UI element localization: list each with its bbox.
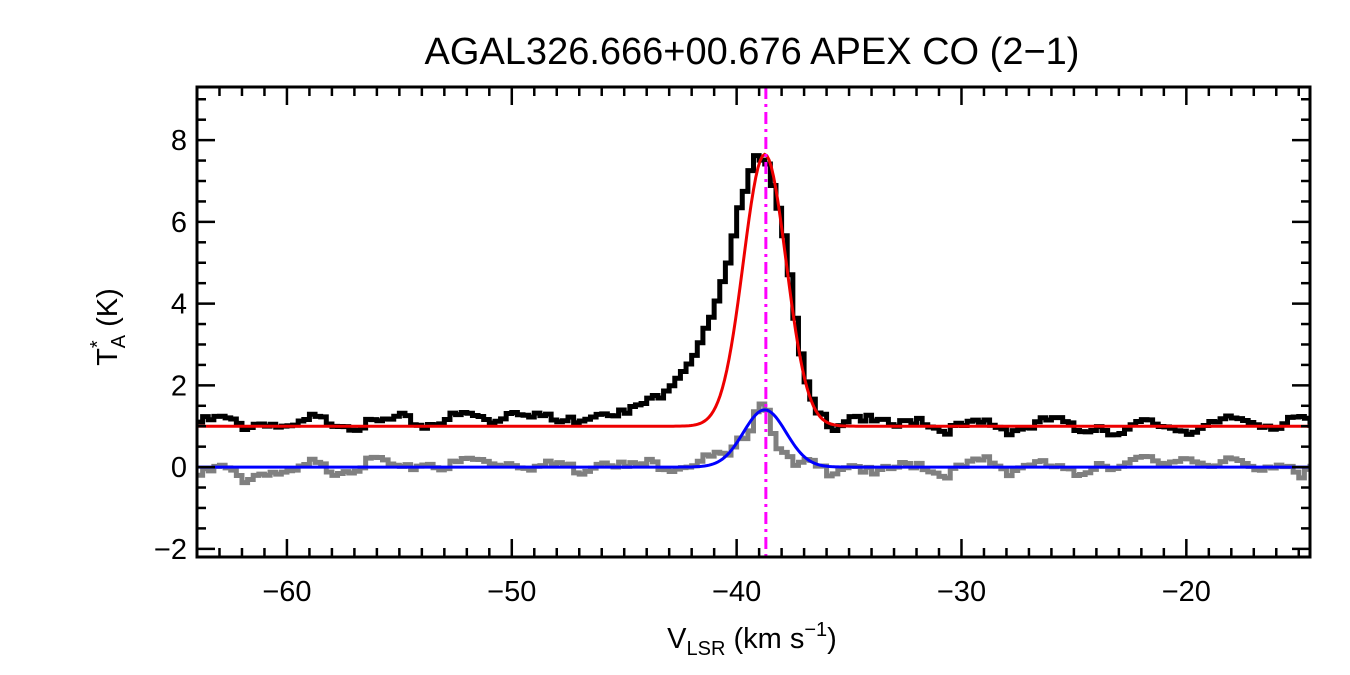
x-axis-symbol: V — [667, 623, 687, 655]
y-tick-label: 4 — [171, 289, 187, 321]
y-axis-symbol: T — [92, 348, 124, 366]
x-axis-unit-prefix: (km s — [725, 623, 804, 655]
y-tick-labels: −2 0 2 4 6 8 — [154, 125, 187, 566]
x-tick-label: −30 — [937, 576, 986, 608]
plot-frame — [195, 85, 1312, 559]
y-axis-title: T*A (K) — [87, 288, 130, 366]
x-tick-label: −40 — [712, 576, 761, 608]
y-axis-superscript: * — [87, 340, 109, 348]
y-tick-label: −2 — [154, 534, 187, 566]
y-axis-unit: (K) — [92, 288, 124, 335]
x-tick-labels: −60 −50 −40 −30 −20 — [262, 576, 1211, 608]
gaussian-component-line — [197, 408, 1310, 469]
x-axis-subscript: LSR — [687, 638, 726, 660]
y-tick-label: 8 — [171, 125, 187, 157]
x-tick-label: −20 — [1162, 576, 1211, 608]
series-layer — [197, 152, 1310, 486]
y-tick-label: 6 — [171, 207, 187, 239]
y-axis-subscript: A — [108, 334, 130, 348]
residual-spectrum-line — [197, 401, 1310, 486]
x-tick-label: −50 — [487, 576, 536, 608]
observed-spectrum-line — [197, 153, 1310, 438]
x-axis-unit-suffix: ) — [827, 623, 837, 655]
x-tick-label: −60 — [262, 576, 311, 608]
chart-title: AGAL326.666+00.676 APEX CO (2−1) — [425, 31, 1080, 73]
y-tick-label: 0 — [171, 452, 187, 484]
gaussian-fit-line — [197, 152, 1310, 428]
x-axis-unit-exponent: −1 — [804, 619, 827, 641]
x-axis-title: VLSR (km s−1) — [667, 619, 837, 660]
y-tick-label: 2 — [171, 370, 187, 402]
plot-area — [195, 85, 1312, 559]
